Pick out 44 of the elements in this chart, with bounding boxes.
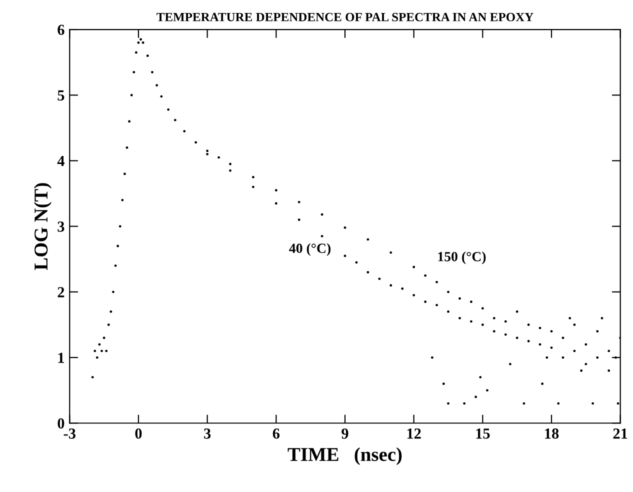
chart-title: TEMPERATURE DEPENDENCE OF PAL SPECTRA IN AN EPOXY	[156, 12, 534, 22]
point	[584, 362, 588, 366]
point	[516, 336, 518, 340]
point	[504, 333, 507, 336]
point	[592, 402, 594, 405]
y-tick-label: 3	[58, 222, 64, 232]
point	[538, 343, 542, 346]
y-tick-label: 5	[58, 90, 64, 101]
x-tick-label: 12	[407, 428, 421, 439]
point	[527, 340, 530, 342]
point	[274, 202, 278, 205]
y-axis-title: LOG N(T)	[34, 183, 52, 270]
point	[344, 254, 346, 258]
x-axis-title: TIME (nsec)	[288, 447, 402, 466]
series-label: 150 (°C)	[438, 252, 486, 264]
point	[252, 186, 254, 188]
y-tick-label: 6	[58, 24, 64, 35]
x-tick-label: 6	[272, 428, 280, 439]
point	[470, 320, 472, 323]
point	[479, 376, 482, 378]
point	[355, 261, 358, 264]
x-tick-label: 3	[204, 428, 211, 439]
point	[430, 356, 434, 359]
point	[206, 152, 209, 156]
point	[412, 294, 416, 296]
point	[378, 278, 381, 280]
y-tick-label: 2	[58, 287, 64, 298]
x-tick-label: -3	[64, 428, 76, 439]
point	[463, 402, 466, 405]
series-label: 40 (°C)	[289, 243, 330, 256]
x-tick-label: 9	[342, 428, 348, 439]
y-tick-label: 4	[57, 156, 64, 166]
x-tick-label: 15	[476, 428, 490, 439]
point	[390, 284, 392, 287]
x-tick-label: 21	[613, 428, 628, 439]
point	[596, 356, 599, 359]
point	[401, 287, 404, 290]
x-tick-label: 18	[545, 428, 559, 439]
point	[608, 369, 610, 372]
x-tick-label: 0	[135, 428, 142, 439]
point	[320, 234, 324, 238]
point	[557, 402, 560, 405]
y-tick-label: 1	[58, 352, 64, 363]
y-tick-label: 0	[58, 418, 64, 429]
